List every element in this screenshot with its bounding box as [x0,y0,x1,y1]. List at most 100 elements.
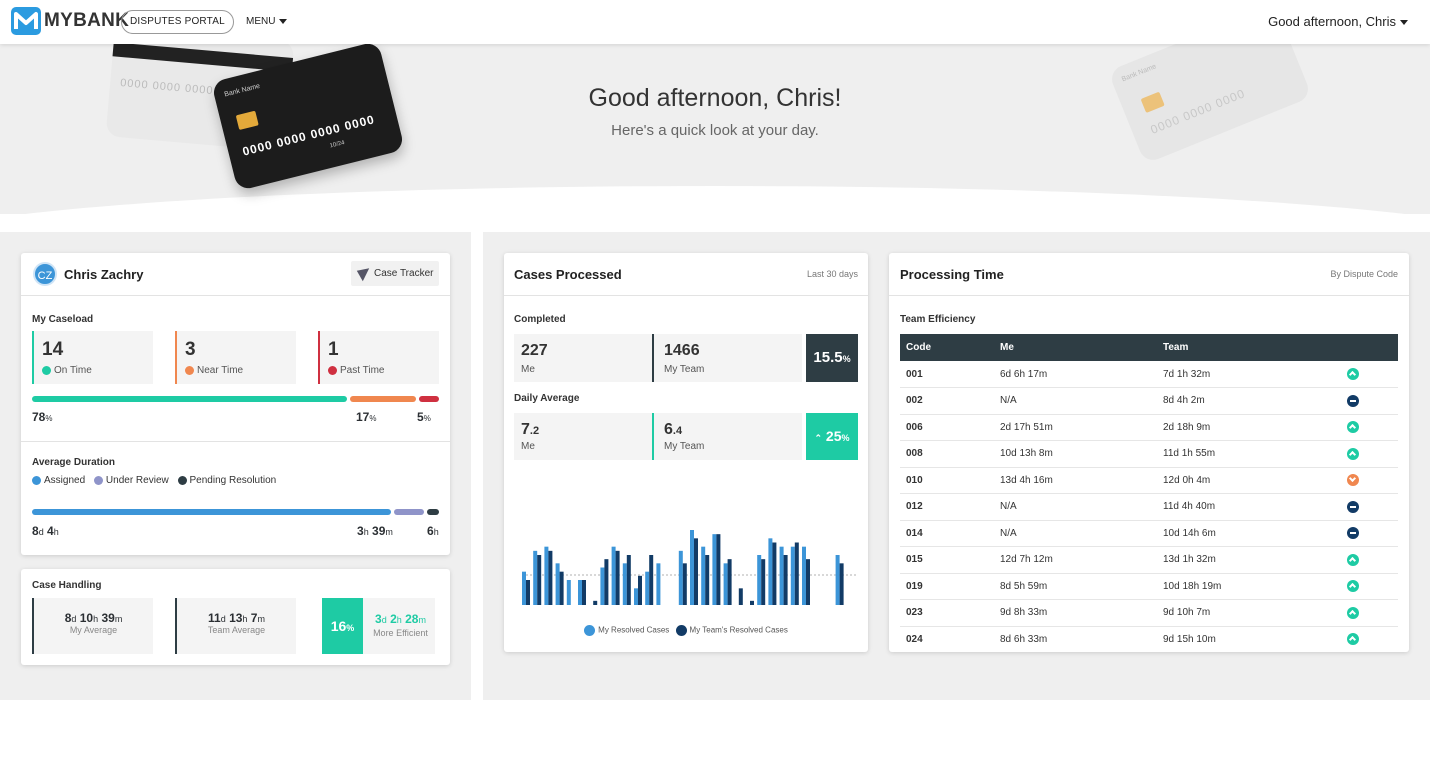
bar-me[interactable] [835,555,840,605]
avg-assigned-value: 8d 4h [32,524,59,538]
bar-team[interactable] [649,555,654,605]
col-code[interactable]: Code [900,334,994,361]
legend-assigned: Assigned [44,475,86,486]
caseload-on-time[interactable]: 14 On Time [32,331,153,384]
caseload-near-time[interactable]: 3 Near Time [175,331,296,384]
cases-processed-card: Cases Processed Last 30 days Completed 2… [504,253,868,652]
table-row[interactable]: 010 13d 4h 16m 12d 0h 4m [900,467,1398,494]
bar-me[interactable] [712,534,717,605]
table-row[interactable]: 008 10d 13h 8m 11d 1h 55m [900,440,1398,468]
cases-processed-title: Cases Processed [514,267,622,282]
bar-team[interactable] [604,559,609,605]
bar-team[interactable] [839,563,844,605]
cell-team: 10d 14h 6m [1157,520,1337,547]
cell-me: 9d 8h 33m [994,599,1157,627]
completed-me-value: 227 [521,342,548,359]
bar-me[interactable] [634,588,638,605]
daily-me-value: 7.2 [521,421,540,438]
bar-me[interactable] [768,538,773,605]
table-row[interactable]: 024 8d 6h 33m 9d 15h 10m [900,626,1398,652]
bar-me[interactable] [701,546,706,605]
my-average-value: 8d 10h 39m [64,611,123,625]
bar-team[interactable] [806,559,810,605]
my-average-box: 8d 10h 39m My Average [32,598,153,654]
bar-me[interactable] [790,546,795,605]
bar-team[interactable] [537,555,542,605]
table-row[interactable]: 012 N/A 11d 4h 40m [900,493,1398,521]
table-row[interactable]: 002 N/A 8d 4h 2m [900,387,1398,415]
bar-me[interactable] [645,571,650,605]
col-team[interactable]: Team [1157,334,1337,361]
table-row[interactable]: 023 9d 8h 33m 9d 10h 7m [900,599,1398,627]
daily-team-value: 6.4 [664,421,683,438]
bar-me[interactable] [544,546,549,605]
bar-team[interactable] [761,559,766,605]
bar-team[interactable] [750,600,754,605]
legend-dot [32,475,41,485]
menu-button[interactable]: MENU [246,16,288,27]
cell-me: 10d 13h 8m [994,440,1157,468]
daily-team-label: My Team [664,441,705,452]
cell-me: 2d 17h 51m [994,414,1157,441]
bar-team[interactable] [727,559,732,605]
avg-bar-review [394,509,424,515]
bar-team[interactable] [716,534,721,605]
bar-me[interactable] [757,555,762,605]
table-row[interactable]: 006 2d 17h 51m 2d 18h 9m [900,414,1398,441]
legend-dot [584,625,596,636]
bar-team[interactable] [783,555,788,605]
table-row[interactable]: 014 N/A 10d 14h 6m [900,520,1398,547]
bar-me[interactable] [723,563,728,605]
chevron-up-status-icon [1347,580,1359,593]
bar-me[interactable] [566,580,571,605]
mybank-logo-icon[interactable] [11,7,41,35]
bar-me[interactable] [522,571,526,605]
col-me[interactable]: Me [994,334,1157,361]
cell-me: 12d 7h 12m [994,546,1157,574]
chevron-down-icon [1400,20,1408,26]
bar-me[interactable] [690,530,694,605]
bar-me[interactable] [578,580,582,605]
brand-name[interactable]: MYBANK [44,10,130,31]
bar-me[interactable] [600,567,605,606]
table-row[interactable]: 019 8d 5h 59m 10d 18h 19m [900,573,1398,600]
profile-card: CZ Chris Zachry Case Tracker My Caseload… [21,253,450,555]
cell-me: 13d 4h 16m [994,467,1157,494]
portal-badge[interactable]: DISPUTES PORTAL [121,10,234,34]
bar-team[interactable] [626,555,631,605]
bar-team[interactable] [638,575,642,605]
bar-me[interactable] [611,546,616,605]
bar-team[interactable] [548,550,553,605]
case-tracker-button[interactable]: Case Tracker [351,261,439,286]
table-row[interactable]: 015 12d 7h 12m 13d 1h 32m [900,546,1398,574]
bar-me[interactable] [656,563,661,605]
user-greeting: Good afternoon, Chris [1268,14,1396,29]
bar-team[interactable] [526,580,530,605]
bar-team[interactable] [615,550,620,605]
send-icon [356,264,374,282]
table-row[interactable]: 001 6d 6h 17m 7d 1h 32m [900,361,1398,388]
bar-team[interactable] [794,542,799,606]
user-menu[interactable]: Good afternoon, Chris [1268,14,1408,29]
avatar[interactable]: CZ [33,262,57,286]
bar-me[interactable] [779,546,784,605]
bar-team[interactable] [705,555,710,605]
caseload-bar-past [419,396,439,402]
caseload-past-time[interactable]: 1 Past Time [318,331,439,384]
bar-me[interactable] [622,563,627,605]
cell-team: 10d 18h 19m [1157,573,1337,600]
bar-team[interactable] [772,542,777,606]
cell-code: 015 [900,546,994,574]
bar-team[interactable] [582,580,586,605]
bar-team[interactable] [593,600,598,605]
bar-me[interactable] [555,563,560,605]
bar-team[interactable] [559,571,564,605]
bar-team[interactable] [682,563,687,605]
past-time-count: 1 [328,339,339,360]
bar-me[interactable] [533,550,538,605]
bar-team[interactable] [694,538,698,605]
bar-team[interactable] [738,588,743,605]
bar-me[interactable] [802,546,806,605]
bar-me[interactable] [678,550,683,605]
case-tracker-label: Case Tracker [374,268,434,279]
